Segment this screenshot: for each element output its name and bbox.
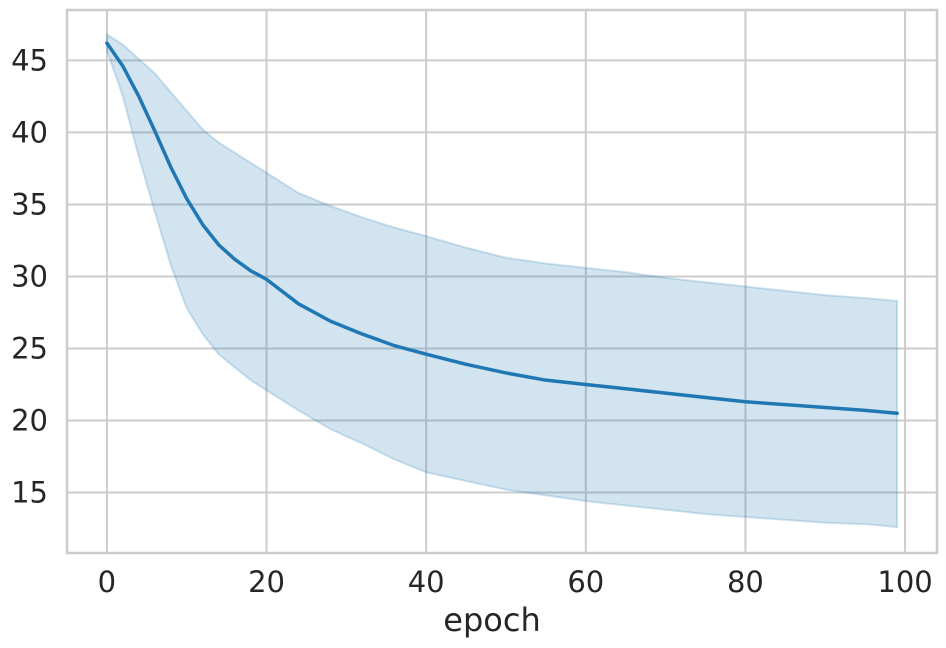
x-tick-label: 20 (248, 565, 285, 599)
y-tick-label: 25 (11, 331, 48, 365)
x-tick-label: 100 (877, 565, 932, 599)
series-line-layer (105, 41, 899, 416)
y-tick-label: 20 (11, 403, 48, 437)
y-tick-label: 35 (11, 187, 48, 221)
x-tick-label: 80 (727, 565, 764, 599)
x-tick-label: 0 (98, 565, 116, 599)
x-tick-labels: 0 20 40 60 80 100 (98, 565, 933, 599)
y-tick-label: 15 (11, 476, 48, 510)
x-tick-label: 40 (408, 565, 445, 599)
axes-frame (65, 8, 939, 555)
plot-frame (65, 8, 939, 555)
y-tick-label: 40 (11, 115, 48, 149)
series-line (105, 41, 899, 416)
confidence-band-layer (105, 32, 899, 529)
grid-lines (67, 10, 937, 553)
y-tick-label: 45 (11, 43, 48, 77)
x-axis-label: epoch (443, 601, 540, 639)
x-tick-label: 60 (567, 565, 604, 599)
y-tick-labels: 15 20 25 30 35 40 45 (11, 43, 48, 509)
y-tick-label: 30 (11, 259, 48, 293)
confidence-band (105, 32, 899, 529)
